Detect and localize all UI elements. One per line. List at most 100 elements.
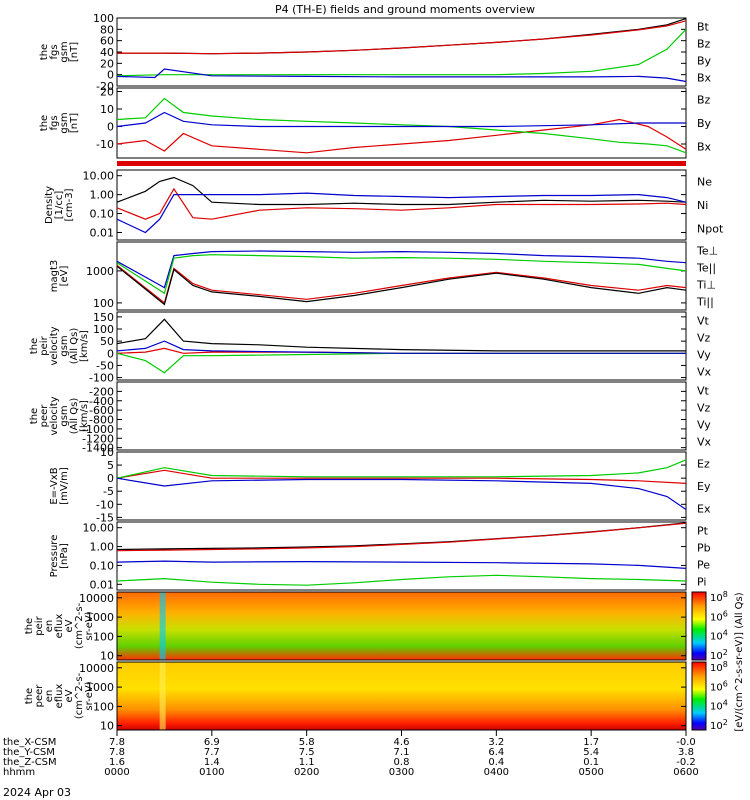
y-tick-label: 150 xyxy=(93,311,114,324)
y-axis-label-line: [km/s] xyxy=(79,400,90,432)
panel-frame xyxy=(116,591,687,661)
time-axis: the_X-CSM 7.8 6.9 5.8 4.6 3.2 1.7 -0.0 the_Y-CSM… xyxy=(3,730,699,778)
y-axis-label-line: en xyxy=(44,690,55,703)
legend-label: Ti|| xyxy=(696,296,714,309)
y-tick-label: 10.00 xyxy=(83,170,115,183)
y-tick-label: 100 xyxy=(93,12,114,25)
y-tick-label: 10.00 xyxy=(83,522,115,535)
x-tick-label: 7.8 xyxy=(109,747,125,758)
legend-label: Pe xyxy=(697,559,710,572)
y-axis-label-line: sr-eV) xyxy=(84,681,95,710)
y-axis-label-line: Density xyxy=(44,186,55,224)
x-tick-label: 7.8 xyxy=(109,737,125,748)
y-axis-label-line: [nT] xyxy=(69,42,80,62)
x-tick-label: 0600 xyxy=(673,767,698,778)
plot-title: P4 (TH-E) fields and ground moments over… xyxy=(275,3,535,16)
series-line-Pi xyxy=(116,574,687,586)
series-line-Vx xyxy=(116,340,686,354)
spectrogram-streak xyxy=(159,592,166,660)
y-axis-label-line: peir xyxy=(39,335,50,355)
legend-label: Ti⊥ xyxy=(696,279,716,292)
legend-label: Ne xyxy=(697,176,712,189)
y-tick-label: 100 xyxy=(93,630,114,643)
colorbar xyxy=(691,591,707,661)
x-tick-label: 5.4 xyxy=(583,747,599,758)
series-line-Bx xyxy=(116,111,686,128)
y-axis-label-line: eV xyxy=(64,689,75,702)
x-tick-label: 1.7 xyxy=(583,737,599,748)
y-tick-label: 50 xyxy=(100,335,114,348)
series-line-Ne xyxy=(116,187,687,220)
y-axis-label: thefgsgsm[nT] xyxy=(39,112,80,133)
y-tick-label: 0 xyxy=(107,347,114,360)
x-axis-row-label: the_X-CSM xyxy=(3,737,56,748)
y-axis-label-line: [nT] xyxy=(69,113,80,133)
y-tick-label: 10 xyxy=(100,103,114,116)
y-axis-label-line: the xyxy=(24,688,35,704)
series-line-Vt xyxy=(116,318,686,352)
spectrogram-streak xyxy=(159,662,166,730)
legend-label: Vy xyxy=(697,349,711,362)
legend-label: Vy xyxy=(697,419,711,432)
y-tick-label: 20 xyxy=(100,57,114,70)
x-tick-label: 0100 xyxy=(199,767,224,778)
y-axis-label-line: eflux xyxy=(54,614,65,639)
colorbar-tick-label: 102 xyxy=(710,718,728,732)
legend-label: Pi xyxy=(697,576,706,589)
x-axis-row-label: the_Y-CSM xyxy=(3,747,55,758)
y-axis-label-line: velocity xyxy=(49,326,60,365)
panel-fgs_mag_zoom: 20 10 0 -10 thefgsgsm[nT] Bz By Bx xyxy=(39,86,712,159)
y-axis-label: thefgsgsm[nT] xyxy=(39,41,80,62)
x-tick-label: 7.5 xyxy=(299,747,315,758)
panel-peir_spectrogram: 10810610410210000100010010thepeireneflux… xyxy=(24,590,728,663)
spectrogram-image xyxy=(117,592,686,660)
series-line-Ni xyxy=(116,176,687,206)
panel-frame xyxy=(116,311,687,381)
series-line-Ez xyxy=(116,469,687,484)
y-axis-label-line: the xyxy=(39,44,50,60)
legend-label: Ni xyxy=(697,199,708,212)
series-line-By xyxy=(116,28,687,77)
y-tick-label: 0 xyxy=(107,69,114,82)
x-tick-label: 1.1 xyxy=(299,757,315,768)
colorbar-label: [eV/(cm^2-s-sr-eV)] (All Qs) xyxy=(734,592,745,731)
y-tick-label: 0.10 xyxy=(90,208,115,221)
y-tick-label: -10 xyxy=(96,498,114,511)
y-axis-label: magt3[eV] xyxy=(49,260,70,293)
y-axis-label-line: eflux xyxy=(54,684,65,709)
y-axis-label-line: (cm^2-s- xyxy=(74,602,85,649)
y-axis-label: Pressure[nPa] xyxy=(49,535,70,578)
y-axis-label-line: E=-VxB xyxy=(49,467,60,504)
x-tick-label: 6.4 xyxy=(488,747,504,758)
y-tick-label: 100 xyxy=(93,297,114,310)
y-tick-label: 60 xyxy=(100,35,114,48)
y-tick-label: -400 xyxy=(89,395,114,408)
y-axis-label-line: gsm xyxy=(59,335,70,356)
series-line-Bz xyxy=(116,118,687,154)
y-axis-label-line: eV xyxy=(64,619,75,632)
panel-frame xyxy=(116,17,687,87)
y-tick-label: 5 xyxy=(107,459,114,472)
legend-label: Bz xyxy=(697,94,711,107)
y-axis-label-line: the xyxy=(29,338,40,354)
legend-label: Te⊥ xyxy=(696,245,718,258)
panel-peer_velocity: -200-400-600-800-1000-1200-1400 thepeerve… xyxy=(29,381,712,455)
x-tick-label: -0.2 xyxy=(676,757,696,768)
panel-frame xyxy=(116,451,687,521)
y-axis-label-line: [eV] xyxy=(59,266,70,287)
x-tick-label: 0.4 xyxy=(488,757,504,768)
y-axis-label: Density[1/cc][cm-3] xyxy=(44,186,75,224)
legend-label: Bz xyxy=(697,38,711,51)
y-tick-label: 100 xyxy=(93,700,114,713)
y-axis-label-line: en xyxy=(44,620,55,633)
legend-label: Npot xyxy=(697,222,724,235)
y-axis-label: E=-VxB[mV/m] xyxy=(49,467,70,505)
legend-label: Ez xyxy=(697,457,710,470)
y-tick-label: 10 xyxy=(100,720,114,733)
x-tick-label: 0400 xyxy=(484,767,509,778)
y-axis-label-line: the xyxy=(39,115,50,131)
y-tick-label: -1200 xyxy=(82,432,114,445)
y-axis-label-line: (cm^2-s- xyxy=(74,672,85,719)
y-axis-label-line: peer xyxy=(39,404,50,428)
y-tick-label: 1000 xyxy=(86,611,114,624)
